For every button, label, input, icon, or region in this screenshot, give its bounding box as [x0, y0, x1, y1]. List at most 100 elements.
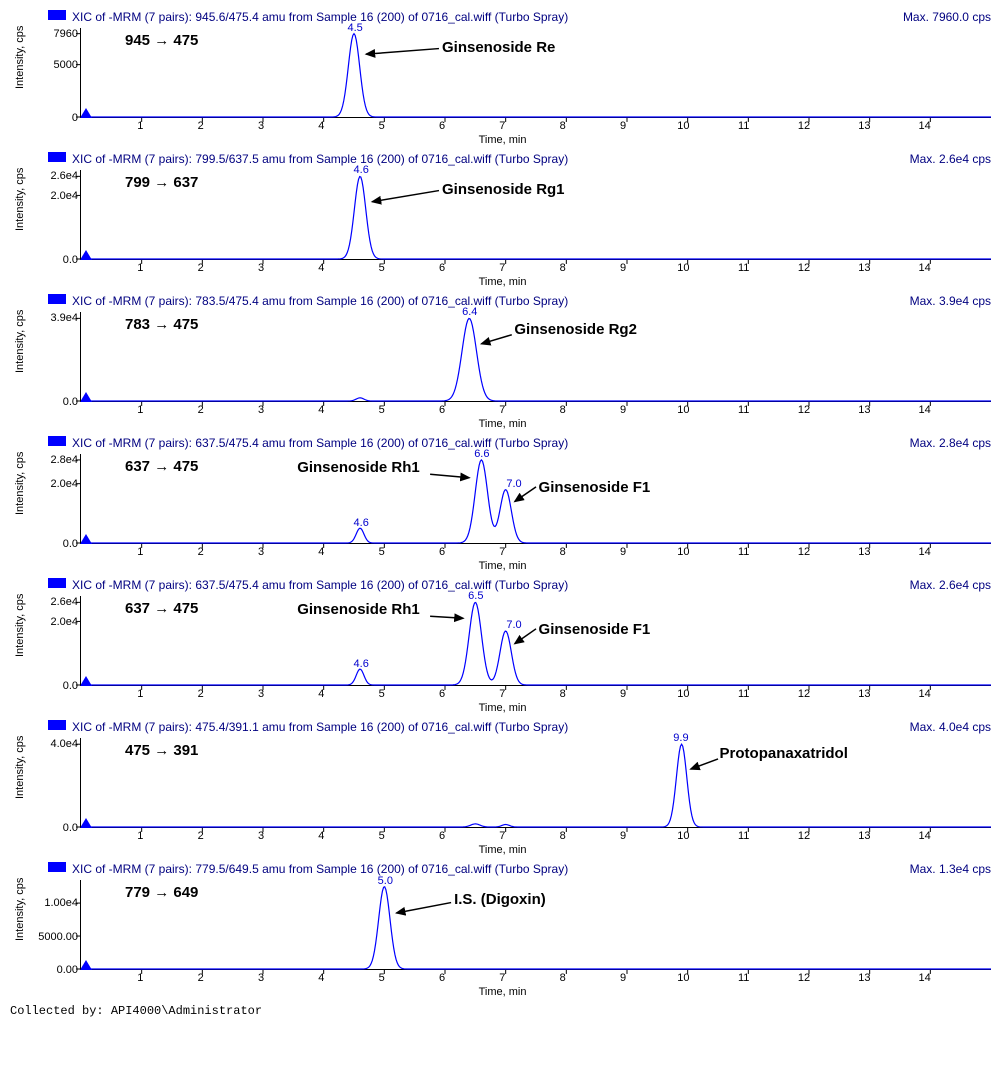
y-tick-label: 2.0e4	[50, 190, 78, 202]
x-tick-label: 7	[499, 404, 505, 416]
x-axis-label: Time, min	[479, 276, 527, 288]
x-tick-label: 6	[439, 120, 445, 132]
x-tick-label: 13	[858, 972, 870, 984]
x-tick-label: 1	[137, 262, 143, 274]
x-tick-label: 12	[798, 972, 810, 984]
x-tick-label: 7	[499, 120, 505, 132]
y-axis-label: Intensity, cps	[14, 637, 26, 657]
panel-header: XIC of -MRM (7 pairs): 799.5/637.5 amu f…	[72, 152, 568, 166]
x-axis-label: Time, min	[479, 418, 527, 430]
x-tick-label: 6	[439, 262, 445, 274]
y-tick-label: 5000.00	[38, 931, 78, 943]
x-tick-label: 7	[499, 262, 505, 274]
x-tick-label: 14	[919, 972, 931, 984]
max-intensity-label: Max. 2.8e4 cps	[910, 436, 991, 450]
x-tick-label: 1	[137, 830, 143, 842]
panel-header: XIC of -MRM (7 pairs): 783.5/475.4 amu f…	[72, 294, 568, 308]
compound-annotation: Ginsenoside Rg1	[442, 181, 565, 198]
chromatogram-panel: XIC of -MRM (7 pairs): 475.4/391.1 amu f…	[10, 720, 995, 858]
x-tick-label: 5	[379, 404, 385, 416]
y-axis-label: Intensity, cps	[14, 921, 26, 941]
retention-time-label: 4.6	[354, 517, 369, 529]
panel-header: XIC of -MRM (7 pairs): 475.4/391.1 amu f…	[72, 720, 568, 734]
x-tick-label: 13	[858, 262, 870, 274]
plot-area	[80, 454, 991, 544]
x-tick-label: 14	[919, 546, 931, 558]
panel-header: XIC of -MRM (7 pairs): 637.5/475.4 amu f…	[72, 578, 568, 592]
compound-annotation: Ginsenoside Re	[442, 39, 555, 56]
chromatogram-trace	[81, 596, 991, 685]
x-axis-label: Time, min	[479, 702, 527, 714]
legend-box-icon	[48, 720, 66, 730]
chromatogram-panel: XIC of -MRM (7 pairs): 945.6/475.4 amu f…	[10, 10, 995, 148]
y-tick-label: 0.00	[57, 964, 78, 976]
retention-time-label: 4.6	[354, 658, 369, 670]
x-tick-label: 11	[738, 404, 749, 416]
x-tick-label: 5	[379, 830, 385, 842]
compound-annotation: Ginsenoside F1	[539, 621, 651, 638]
retention-time-label: 6.6	[474, 448, 489, 460]
retention-time-label: 6.5	[468, 590, 483, 602]
y-tick-label: 2.6e4	[50, 170, 78, 182]
y-tick-label: 0.0	[63, 680, 78, 692]
x-tick-label: 9	[620, 972, 626, 984]
x-tick-label: 6	[439, 688, 445, 700]
x-tick-label: 12	[798, 262, 810, 274]
chromatogram-panel: XIC of -MRM (7 pairs): 637.5/475.4 amu f…	[10, 578, 995, 716]
x-tick-label: 6	[439, 404, 445, 416]
plot-area	[80, 738, 991, 828]
x-tick-label: 6	[439, 972, 445, 984]
x-tick-label: 5	[379, 688, 385, 700]
x-tick-label: 13	[858, 120, 870, 132]
y-tick-label: 0.0	[63, 396, 78, 408]
x-axis-label: Time, min	[479, 134, 527, 146]
y-tick-label: 0.0	[63, 822, 78, 834]
x-tick-label: 8	[560, 830, 566, 842]
compound-annotation: Ginsenoside Rh1	[297, 459, 420, 476]
chromatogram-panel: XIC of -MRM (7 pairs): 799.5/637.5 amu f…	[10, 152, 995, 290]
compound-annotation: I.S. (Digoxin)	[454, 891, 546, 908]
x-tick-label: 1	[137, 972, 143, 984]
x-axis-label: Time, min	[479, 986, 527, 998]
retention-time-label: 7.0	[506, 619, 521, 631]
retention-time-label: 9.9	[673, 732, 688, 744]
x-tick-label: 8	[560, 972, 566, 984]
chromatogram-panel: XIC of -MRM (7 pairs): 779.5/649.5 amu f…	[10, 862, 995, 1000]
panel-header: XIC of -MRM (7 pairs): 637.5/475.4 amu f…	[72, 436, 568, 450]
x-tick-label: 1	[137, 404, 143, 416]
x-tick-label: 14	[919, 688, 931, 700]
x-tick-label: 14	[919, 404, 931, 416]
x-tick-label: 12	[798, 830, 810, 842]
plot-area	[80, 596, 991, 686]
x-axis-label: Time, min	[479, 844, 527, 856]
x-tick-label: 13	[858, 546, 870, 558]
chromatogram-panel: XIC of -MRM (7 pairs): 783.5/475.4 amu f…	[10, 294, 995, 432]
x-tick-label: 11	[738, 546, 749, 558]
x-tick-label: 6	[439, 546, 445, 558]
x-tick-label: 8	[560, 262, 566, 274]
compound-annotation: Ginsenoside Rh1	[297, 601, 420, 618]
y-tick-label: 1.00e4	[44, 897, 78, 909]
panel-header: XIC of -MRM (7 pairs): 945.6/475.4 amu f…	[72, 10, 568, 24]
y-tick-label: 2.6e4	[50, 596, 78, 608]
compound-annotation: Protopanaxatridol	[720, 745, 848, 762]
y-tick-label: 0.0	[63, 254, 78, 266]
x-tick-label: 12	[798, 120, 810, 132]
x-tick-label: 13	[858, 404, 870, 416]
chromatogram-panel: XIC of -MRM (7 pairs): 637.5/475.4 amu f…	[10, 436, 995, 574]
compound-annotation: Ginsenoside F1	[539, 479, 651, 496]
x-tick-label: 12	[798, 546, 810, 558]
x-tick-label: 9	[620, 404, 626, 416]
x-tick-label: 7	[499, 688, 505, 700]
legend-box-icon	[48, 862, 66, 872]
x-tick-label: 9	[620, 688, 626, 700]
y-tick-label: 0.0	[63, 538, 78, 550]
x-tick-label: 11	[738, 120, 749, 132]
legend-box-icon	[48, 294, 66, 304]
x-axis-label: Time, min	[479, 560, 527, 572]
max-intensity-label: Max. 3.9e4 cps	[910, 294, 991, 308]
x-tick-label: 9	[620, 830, 626, 842]
y-axis-label: Intensity, cps	[14, 211, 26, 231]
x-tick-label: 8	[560, 404, 566, 416]
panel-header: XIC of -MRM (7 pairs): 779.5/649.5 amu f…	[72, 862, 568, 876]
